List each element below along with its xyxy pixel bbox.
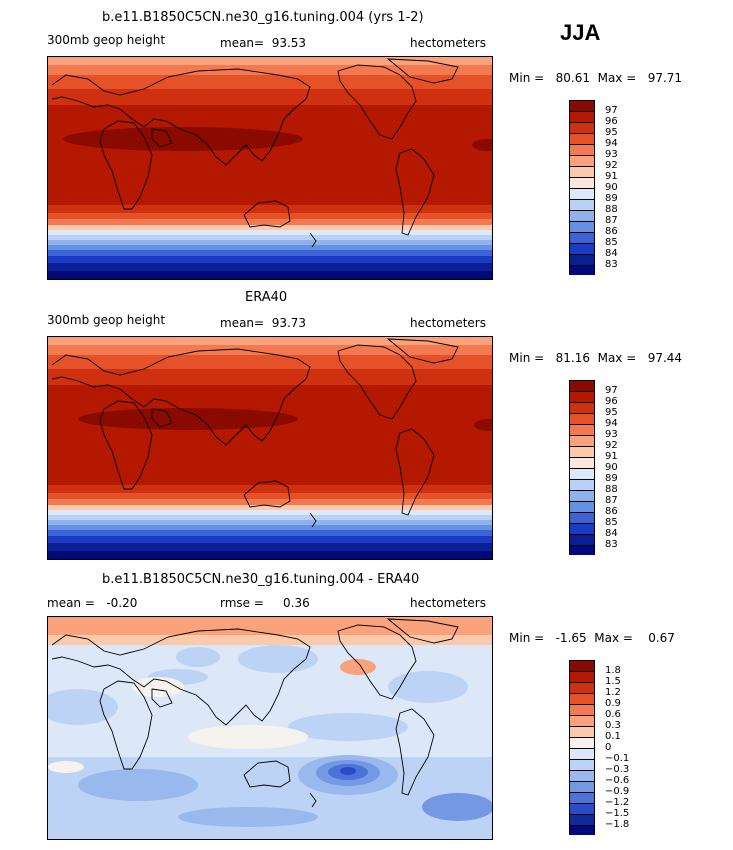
panel2-level-label: 96 bbox=[605, 396, 618, 407]
panel2-level-label: 91 bbox=[605, 451, 618, 462]
panel1-level-label: 89 bbox=[605, 193, 618, 204]
panel3-title: b.e11.B1850C5CN.ne30_g16.tuning.004 - ER… bbox=[102, 572, 420, 587]
panel1-level-label: 97 bbox=[605, 105, 618, 116]
panel1-units: hectometers bbox=[410, 36, 486, 50]
panel2-level-label: 97 bbox=[605, 385, 618, 396]
panel2-mean: mean= 93.73 bbox=[220, 316, 307, 330]
panel2-level-label: 84 bbox=[605, 528, 618, 539]
panel1-level-label: 83 bbox=[605, 259, 618, 270]
panel2-level-label: 93 bbox=[605, 429, 618, 440]
panel3-colorbar bbox=[569, 660, 595, 835]
panel1-level-label: 95 bbox=[605, 127, 618, 138]
panel3-map bbox=[47, 616, 493, 840]
season-label: JJA bbox=[560, 20, 601, 45]
panel3-level-label: −1.2 bbox=[605, 797, 630, 808]
panel3-level-label: −0.3 bbox=[605, 764, 630, 775]
panel2-level-label: 92 bbox=[605, 440, 618, 451]
panel2-variable: 300mb geop height bbox=[47, 313, 166, 327]
panel1-level-label: 90 bbox=[605, 182, 618, 193]
panel1-level-label: 93 bbox=[605, 149, 618, 160]
panel1-title: b.e11.B1850C5CN.ne30_g16.tuning.004 (yrs… bbox=[102, 10, 424, 25]
panel3-units: hectometers bbox=[410, 596, 486, 610]
panel2-level-label: 86 bbox=[605, 506, 618, 517]
panel2-level-label: 94 bbox=[605, 418, 618, 429]
panel1-level-label: 84 bbox=[605, 248, 618, 259]
panel3-level-label: −0.9 bbox=[605, 786, 630, 797]
panel3-level-label: 0.9 bbox=[605, 698, 621, 709]
panel1-level-label: 91 bbox=[605, 171, 618, 182]
panel1-level-label: 85 bbox=[605, 237, 618, 248]
panel3-level-label: 1.2 bbox=[605, 687, 621, 698]
panel1-level-label: 94 bbox=[605, 138, 618, 149]
panel3-level-label: 1.5 bbox=[605, 676, 621, 687]
panel3-mean: mean = -0.20 bbox=[47, 596, 138, 610]
panel2-level-label: 88 bbox=[605, 484, 618, 495]
panel3-level-label: 1.8 bbox=[605, 665, 621, 676]
panel3-rmse: rmse = 0.36 bbox=[220, 596, 310, 610]
panel3-level-label: −0.1 bbox=[605, 753, 630, 764]
panel3-level-label: −0.6 bbox=[605, 775, 630, 786]
panel2-level-label: 83 bbox=[605, 539, 618, 550]
panel1-variable: 300mb geop height bbox=[47, 33, 166, 47]
panel2-level-label: 85 bbox=[605, 517, 618, 528]
panel2-minmax: Min = 81.16 Max = 97.44 bbox=[509, 351, 683, 365]
panel3-level-label: 0.6 bbox=[605, 709, 621, 720]
panel3-level-label: −1.5 bbox=[605, 808, 630, 819]
panel2-level-label: 95 bbox=[605, 407, 618, 418]
panel2-map bbox=[47, 336, 493, 560]
panel1-minmax: Min = 80.61 Max = 97.71 bbox=[509, 71, 683, 85]
panel2-colorbar bbox=[569, 380, 595, 555]
panel2-units: hectometers bbox=[410, 316, 486, 330]
panel1-colorbar bbox=[569, 100, 595, 275]
panel3-level-label: 0 bbox=[605, 742, 612, 753]
panel1-level-label: 96 bbox=[605, 116, 618, 127]
panel3-level-label: −1.8 bbox=[605, 819, 630, 830]
panel2-title: ERA40 bbox=[245, 290, 288, 305]
panel1-mean: mean= 93.53 bbox=[220, 36, 307, 50]
panel1-level-label: 92 bbox=[605, 160, 618, 171]
panel1-level-label: 86 bbox=[605, 226, 618, 237]
panel3-level-label: 0.3 bbox=[605, 720, 621, 731]
panel3-minmax: Min = -1.65 Max = 0.67 bbox=[509, 631, 675, 645]
panel1-level-label: 88 bbox=[605, 204, 618, 215]
panel2-level-label: 89 bbox=[605, 473, 618, 484]
panel2-level-label: 87 bbox=[605, 495, 618, 506]
panel3-level-label: 0.1 bbox=[605, 731, 621, 742]
panel1-map bbox=[47, 56, 493, 280]
panel2-level-label: 90 bbox=[605, 462, 618, 473]
panel1-level-label: 87 bbox=[605, 215, 618, 226]
